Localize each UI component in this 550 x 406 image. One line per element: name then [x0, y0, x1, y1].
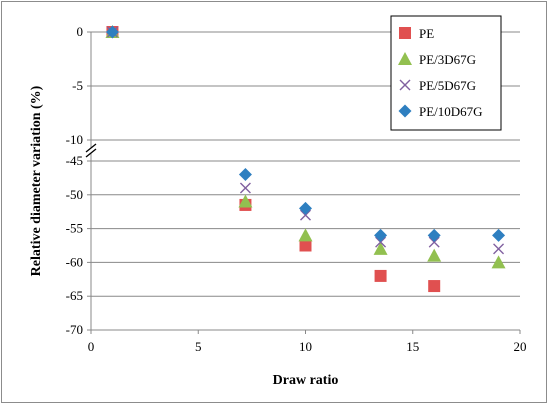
data-point [239, 182, 251, 194]
x-tick-label: 15 [406, 339, 419, 354]
data-point [375, 236, 387, 248]
legend-marker [399, 27, 411, 39]
x-stroke [300, 209, 311, 221]
data-point [492, 228, 506, 242]
axis-break-mark [85, 148, 97, 158]
series-x [106, 26, 505, 255]
legend-label: PE/3D67G [419, 52, 476, 67]
data-point [493, 243, 505, 255]
x-stroke [493, 243, 505, 255]
data-point [238, 194, 253, 208]
x-stroke [399, 79, 411, 91]
y-tick-label: -50 [66, 187, 83, 202]
y-tick-label: -5 [72, 78, 83, 93]
y-tick-label: -10 [66, 132, 83, 147]
y-tick-label: 0 [77, 24, 84, 39]
data-point [299, 239, 312, 252]
data-point [298, 228, 313, 242]
data-point [300, 209, 311, 221]
x-tick-label: 5 [195, 339, 202, 354]
x-stroke [239, 182, 251, 194]
legend: PE PE/3D67G PE/5D67G PE/10D67G [390, 15, 502, 131]
legend-marker [398, 52, 412, 65]
data-point [373, 241, 388, 255]
series-square [106, 26, 441, 293]
data-point [105, 25, 119, 39]
x-tick-label: 0 [88, 339, 95, 354]
series-diamond [105, 25, 506, 242]
y-tick-label: -60 [66, 254, 83, 269]
data-point [427, 228, 441, 242]
data-point [238, 168, 252, 182]
axis-break-mark [85, 143, 97, 153]
x-axis-title: Draw ratio [273, 373, 339, 388]
data-point [427, 248, 442, 262]
data-point [374, 228, 388, 242]
data-marks [105, 25, 506, 293]
legend-label: PE/5D67G [419, 78, 476, 93]
legend-label: PE [419, 26, 434, 41]
x-tick-label: 10 [299, 339, 312, 354]
y-tick-label: -70 [66, 322, 83, 337]
y-tick-label: -55 [66, 221, 83, 236]
legend-marker [398, 104, 412, 118]
y-tick-label: -65 [66, 288, 83, 303]
data-point [491, 255, 506, 269]
legend-label: PE/10D67G [419, 104, 483, 119]
data-point [428, 280, 441, 293]
data-point [428, 236, 440, 248]
y-tick-label: -45 [66, 153, 83, 168]
legend-marker [399, 79, 411, 91]
axes: 0 -5 -10 -45 -50 -55 -60 -65 -70 0 5 10 15 20 [66, 24, 527, 354]
data-point [374, 269, 387, 282]
x-stroke [428, 236, 440, 248]
y-axis-title: Relative diameter variation (%) [29, 85, 44, 276]
x-stroke [375, 236, 387, 248]
data-point [299, 201, 312, 215]
x-tick-label: 20 [514, 339, 527, 354]
